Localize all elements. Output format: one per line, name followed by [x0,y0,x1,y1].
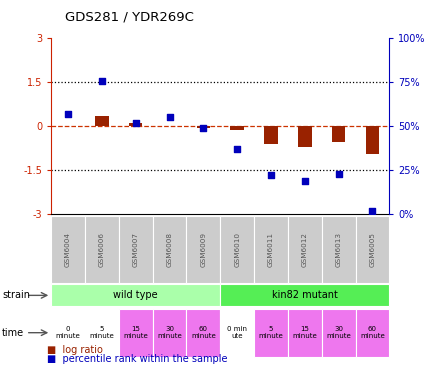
Text: wild type: wild type [113,290,158,300]
Text: GSM6005: GSM6005 [369,232,376,266]
Text: 5
minute: 5 minute [89,326,114,339]
Point [369,208,376,213]
Bar [298,126,312,147]
Bar [85,216,119,283]
Text: 15
minute: 15 minute [123,326,148,339]
Bar [95,116,109,126]
Point [65,111,72,117]
Bar [231,126,244,130]
Text: GSM6009: GSM6009 [200,232,206,266]
Bar [356,216,389,283]
Text: 15
minute: 15 minute [292,326,317,339]
Bar [220,309,254,357]
Bar [254,216,288,283]
Bar [254,309,288,357]
Bar [264,126,278,144]
Bar [288,216,322,283]
Text: GSM6013: GSM6013 [336,232,342,266]
Bar [153,309,186,357]
Point [234,146,241,152]
Bar [186,309,220,357]
Bar [356,309,389,357]
Text: 0
minute: 0 minute [56,326,81,339]
Text: 60
minute: 60 minute [360,326,385,339]
Bar [220,216,254,283]
Text: GSM6010: GSM6010 [234,232,240,266]
Text: 5
minute: 5 minute [259,326,283,339]
Bar [366,126,379,154]
Bar [322,216,356,283]
Bar [129,123,142,126]
Text: GSM6006: GSM6006 [99,232,105,266]
Point [200,125,207,131]
Bar [197,126,210,128]
Bar [119,309,153,357]
Text: GSM6008: GSM6008 [166,232,173,266]
Bar [332,126,345,142]
Bar [51,216,85,283]
Point [301,178,308,184]
Text: 60
minute: 60 minute [191,326,216,339]
Text: ■  percentile rank within the sample: ■ percentile rank within the sample [47,354,227,364]
Text: 0 min
ute: 0 min ute [227,326,247,339]
Point [267,172,275,178]
Point [335,171,342,177]
Bar [85,309,119,357]
Point [166,115,173,120]
Bar [220,284,389,306]
Point [98,78,105,83]
Text: ■  log ratio: ■ log ratio [47,346,103,355]
Bar [51,284,220,306]
Bar [119,216,153,283]
Bar [288,309,322,357]
Text: kin82 mutant: kin82 mutant [272,290,338,300]
Text: 30
minute: 30 minute [326,326,351,339]
Text: strain: strain [2,290,30,300]
Text: GSM6012: GSM6012 [302,232,308,266]
Text: 30
minute: 30 minute [157,326,182,339]
Bar [322,309,356,357]
Text: GDS281 / YDR269C: GDS281 / YDR269C [65,11,194,24]
Text: GSM6004: GSM6004 [65,232,71,266]
Bar [186,216,220,283]
Bar [51,309,85,357]
Point [132,120,139,126]
Bar [153,216,186,283]
Text: time: time [2,328,24,338]
Text: GSM6011: GSM6011 [268,232,274,266]
Text: GSM6007: GSM6007 [133,232,139,266]
